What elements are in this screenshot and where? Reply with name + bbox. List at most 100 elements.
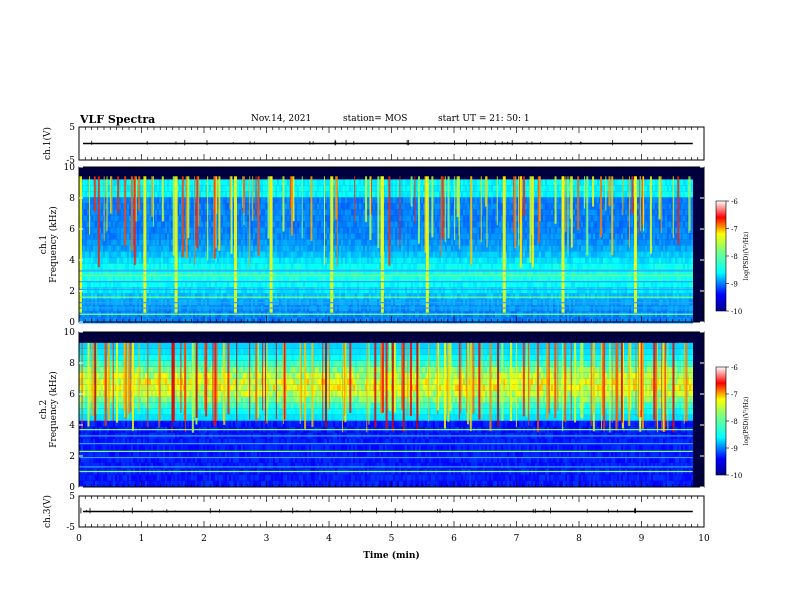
burst-mark — [97, 176, 100, 268]
burst-mark — [639, 176, 641, 232]
burst-mark — [592, 342, 595, 415]
burst-mark — [180, 342, 182, 413]
burst-mark — [567, 176, 569, 253]
burst-mark — [672, 342, 675, 433]
burst-mark — [443, 342, 446, 429]
burst-mark — [158, 342, 160, 428]
burst-mark — [370, 176, 372, 214]
burst-mark — [172, 342, 175, 422]
burst-mark — [577, 176, 580, 230]
burst-mark — [418, 342, 420, 415]
burst-mark — [574, 342, 577, 423]
burst-mark — [663, 342, 666, 432]
burst-mark — [130, 176, 133, 252]
burst-mark — [431, 176, 434, 238]
burst-mark — [93, 176, 96, 212]
x-tick-label: 7 — [514, 534, 520, 544]
burst-mark — [528, 342, 530, 426]
burst-mark — [510, 342, 512, 419]
burst-mark — [554, 342, 557, 419]
burst-mark — [639, 176, 641, 236]
burst-mark — [437, 342, 440, 411]
burst-mark — [257, 342, 259, 419]
y-tick-label: 4 — [69, 256, 75, 266]
figure-title: VLF Spectra — [80, 113, 156, 126]
date-label: Nov.14, 2021 — [251, 114, 312, 124]
burst-mark — [570, 176, 573, 248]
bright-burst — [561, 176, 565, 313]
burst-mark — [410, 176, 413, 207]
y-tick-label: 10 — [64, 163, 76, 173]
burst-mark — [92, 342, 94, 417]
burst-mark — [622, 176, 624, 216]
burst-mark — [410, 342, 413, 417]
burst-mark — [285, 342, 287, 421]
burst-mark — [643, 176, 645, 232]
burst-mark — [147, 342, 149, 428]
burst-mark — [414, 176, 416, 224]
burst-mark — [399, 176, 401, 248]
bright-burst — [143, 176, 147, 313]
burst-mark — [569, 176, 571, 219]
burst-mark — [103, 176, 105, 241]
burst-mark — [611, 176, 614, 256]
burst-mark — [447, 342, 450, 422]
x-tick-label: 6 — [451, 534, 457, 544]
burst-mark — [458, 176, 460, 236]
y-tick-label: -5 — [66, 523, 75, 533]
y-axis-label-frequency: Frequency (kHz) — [48, 371, 59, 448]
burst-mark — [641, 342, 644, 429]
y-tick-label: 4 — [69, 421, 75, 431]
burst-mark — [486, 176, 488, 248]
x-axis-label: Time (min) — [363, 550, 420, 561]
burst-mark — [635, 342, 637, 417]
ch2-band-lines — [79, 429, 693, 473]
burst-mark — [391, 342, 394, 432]
burst-mark — [601, 342, 604, 416]
burst-mark — [424, 176, 427, 253]
burst-mark — [214, 342, 217, 427]
burst-mark — [548, 342, 550, 414]
x-tick-label: 4 — [326, 534, 332, 544]
burst-mark — [124, 342, 127, 420]
burst-mark — [447, 342, 449, 416]
burst-mark — [380, 176, 382, 257]
burst-mark — [116, 342, 119, 423]
bright-burst — [634, 176, 637, 313]
burst-mark — [481, 342, 483, 420]
burst-mark — [458, 342, 460, 420]
colorbar-tick-label: -6 — [731, 364, 738, 372]
burst-mark — [282, 342, 284, 425]
burst-mark — [580, 342, 582, 418]
burst-mark — [407, 342, 409, 416]
burst-mark — [601, 342, 603, 430]
bright-burst — [330, 176, 334, 313]
burst-mark — [497, 342, 500, 427]
colorbar-tick-label: -6 — [731, 198, 738, 206]
burst-mark — [249, 342, 251, 420]
burst-mark — [380, 342, 383, 414]
burst-mark — [152, 176, 154, 227]
colorbar-tick-label: -7 — [731, 226, 738, 234]
burst-mark — [385, 342, 388, 429]
burst-mark — [417, 176, 420, 244]
burst-mark — [212, 342, 214, 426]
y-tick-label: 6 — [69, 390, 75, 400]
burst-mark — [661, 342, 663, 432]
burst-mark — [441, 176, 444, 239]
burst-mark — [262, 342, 264, 411]
burst-mark — [570, 342, 572, 421]
burst-mark — [470, 176, 473, 264]
burst-mark — [546, 342, 549, 420]
burst-mark — [123, 342, 126, 412]
y-tick-label: 5 — [69, 492, 75, 502]
burst-mark — [112, 342, 114, 422]
y-axis-label-channel: ch.1 — [39, 235, 49, 254]
burst-mark — [354, 176, 356, 222]
burst-mark — [161, 176, 164, 222]
burst-mark — [518, 176, 520, 224]
burst-mark — [267, 176, 270, 239]
burst-mark — [349, 342, 352, 413]
burst-mark — [608, 176, 611, 207]
burst-mark — [283, 342, 286, 420]
